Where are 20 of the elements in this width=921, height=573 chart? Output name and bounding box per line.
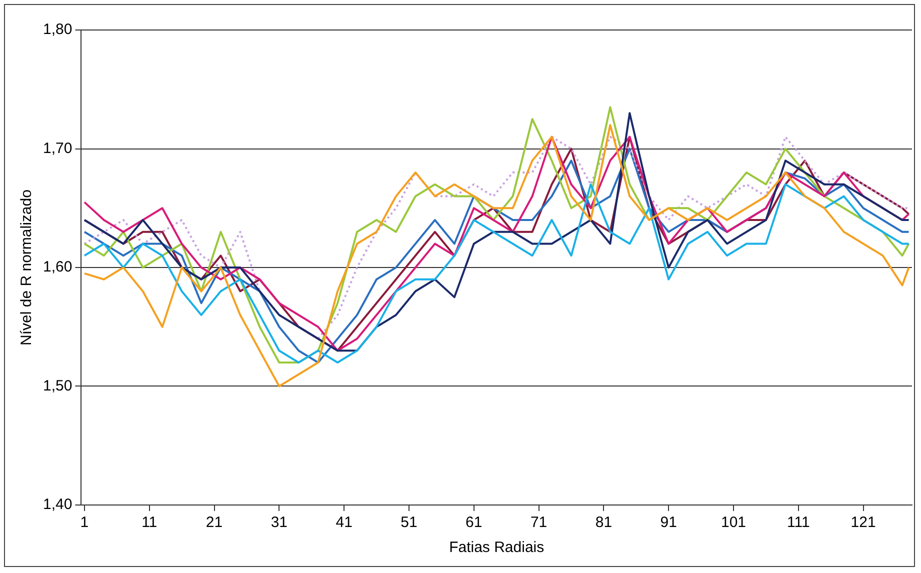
- x-tick-label: 41: [336, 514, 352, 532]
- x-tick-label: 61: [466, 514, 482, 532]
- x-tick-label: 21: [206, 514, 223, 532]
- x-tick-label: 71: [530, 514, 548, 532]
- x-tick-label: 31: [270, 514, 288, 532]
- x-tick-label: 111: [787, 514, 810, 532]
- x-tick-label: 11: [142, 514, 158, 532]
- y-tick-label: 1,80: [42, 21, 72, 38]
- y-tick-label: 1,50: [42, 377, 72, 394]
- x-tick-label: 101: [720, 514, 746, 532]
- y-tick-label: 1,70: [42, 140, 72, 157]
- x-tick-label: 51: [400, 514, 418, 532]
- x-tick-label: 91: [660, 514, 677, 532]
- x-tick-label: 121: [850, 514, 876, 532]
- x-tick-label: 1: [80, 514, 89, 532]
- y-axis-title: Nível de R normalizado: [18, 190, 36, 346]
- y-tick-label: 1,40: [42, 496, 72, 514]
- y-tick-label: 1,60: [42, 258, 72, 276]
- x-tick-label: 81: [595, 514, 612, 532]
- x-axis-title: Fatias Radiais: [449, 539, 544, 556]
